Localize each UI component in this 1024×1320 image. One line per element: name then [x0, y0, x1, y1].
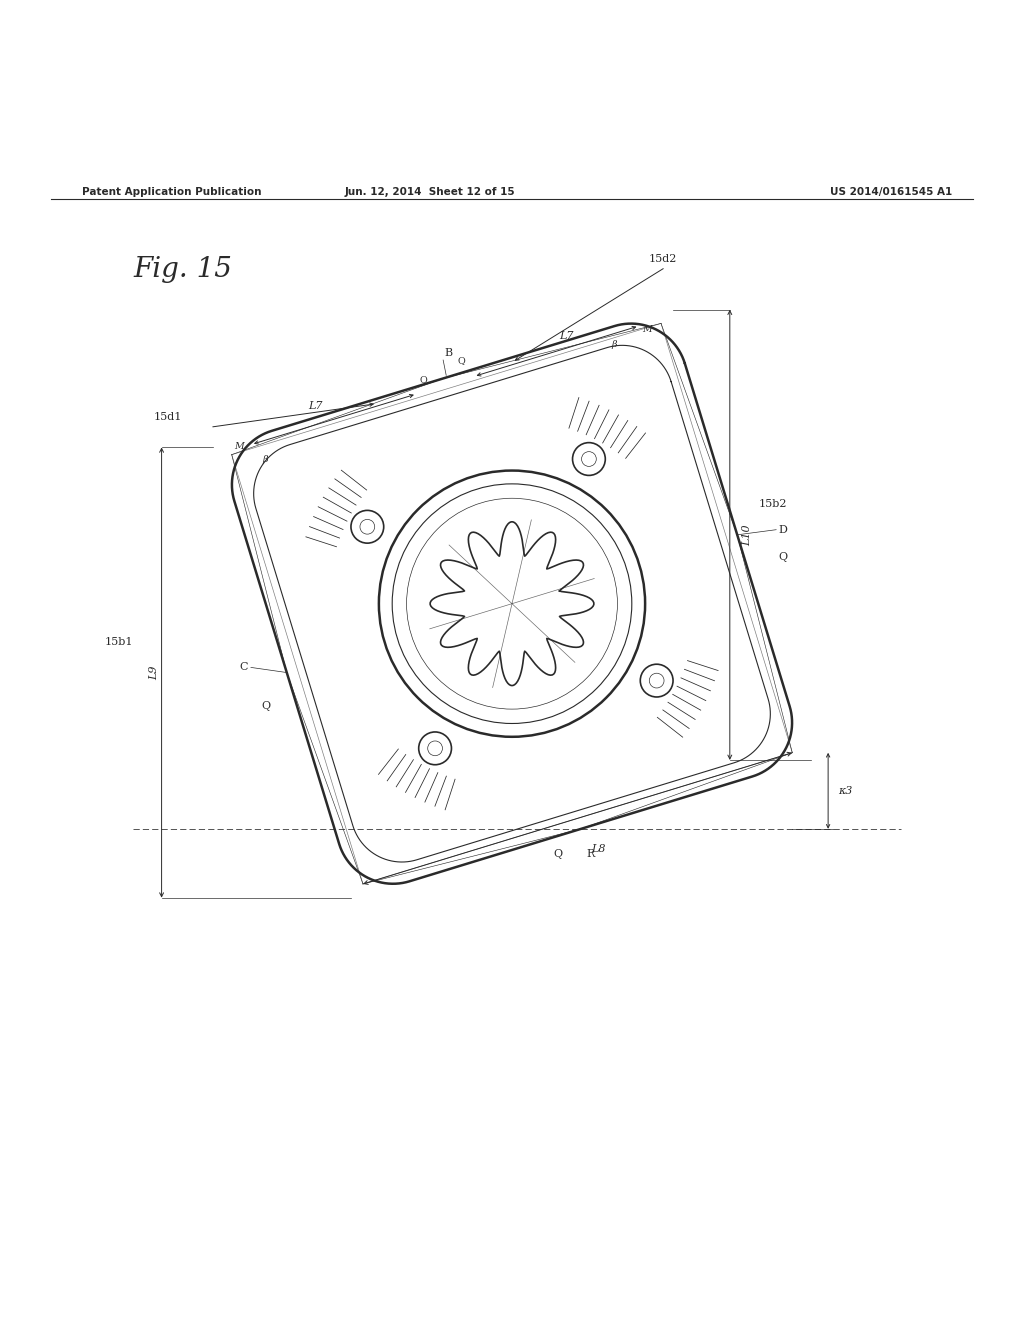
- Text: 15d1: 15d1: [154, 412, 182, 421]
- Text: 15b1: 15b1: [104, 636, 133, 647]
- Text: L10: L10: [742, 524, 752, 545]
- Text: Q: Q: [262, 701, 271, 711]
- Text: Q: Q: [553, 849, 562, 859]
- Text: 15d2: 15d2: [649, 253, 678, 264]
- Text: B: B: [444, 348, 453, 358]
- Text: L7: L7: [559, 331, 574, 341]
- Text: Q: Q: [419, 375, 427, 384]
- Text: Q: Q: [778, 552, 787, 562]
- Text: Q: Q: [458, 356, 466, 366]
- Text: 15b2: 15b2: [759, 499, 787, 510]
- Text: C: C: [240, 663, 248, 672]
- Text: US 2014/0161545 A1: US 2014/0161545 A1: [830, 187, 952, 197]
- Text: L8: L8: [591, 843, 605, 854]
- Text: Jun. 12, 2014  Sheet 12 of 15: Jun. 12, 2014 Sheet 12 of 15: [345, 187, 515, 197]
- Text: Patent Application Publication: Patent Application Publication: [82, 187, 261, 197]
- Text: κ3: κ3: [839, 785, 853, 796]
- Text: β: β: [611, 341, 616, 350]
- Text: M: M: [233, 442, 244, 451]
- Text: L9: L9: [150, 665, 160, 680]
- Text: R: R: [586, 849, 594, 859]
- Text: β: β: [262, 455, 267, 465]
- Text: M: M: [642, 325, 651, 334]
- Text: Fig. 15: Fig. 15: [133, 256, 232, 282]
- Text: D: D: [778, 525, 787, 535]
- Text: L7: L7: [308, 401, 323, 411]
